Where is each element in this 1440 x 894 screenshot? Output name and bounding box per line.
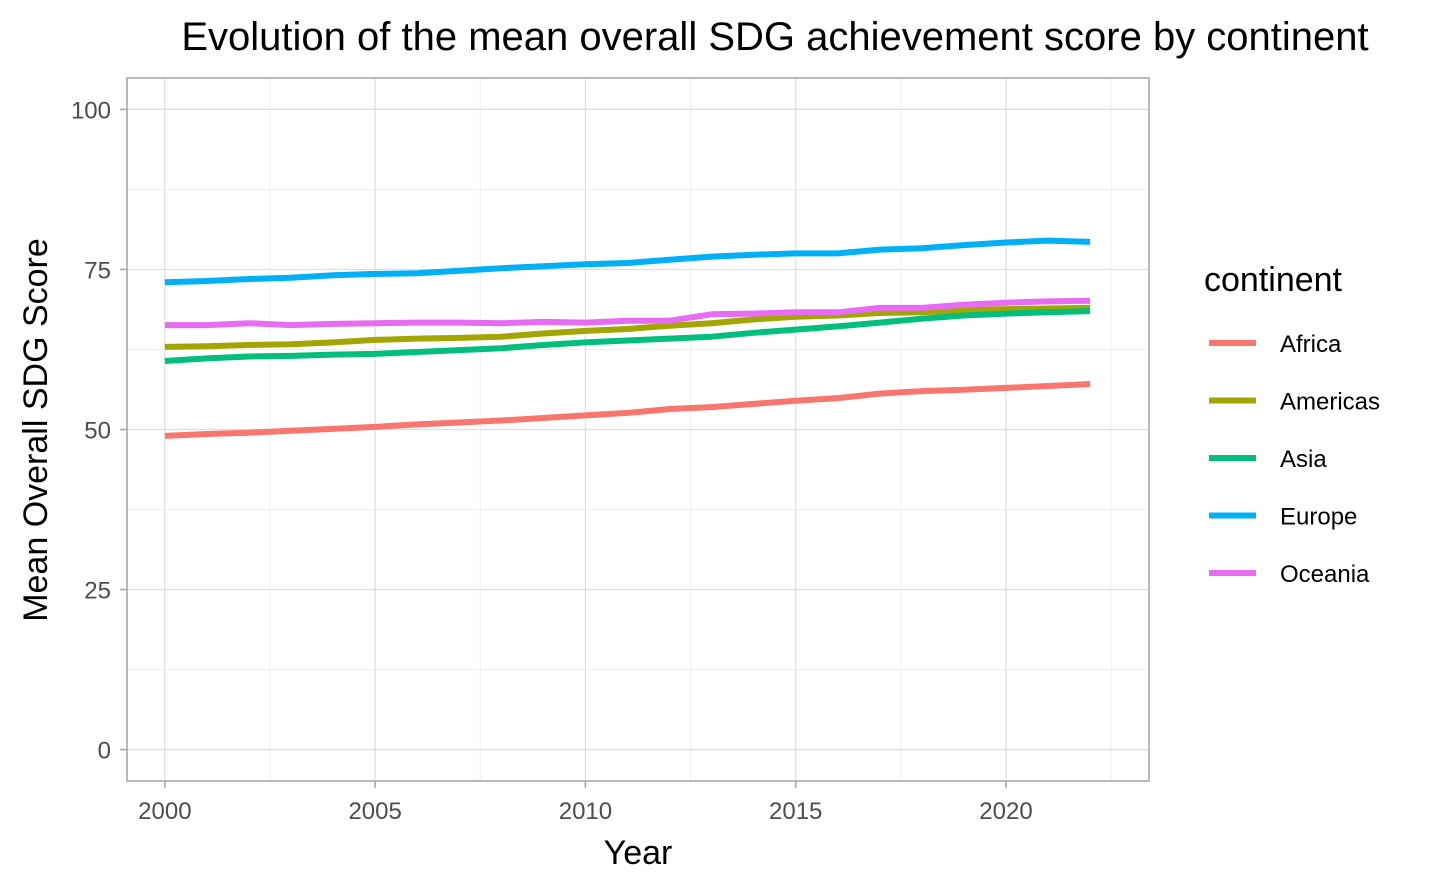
y-axis-title: Mean Overall SDG Score xyxy=(17,238,55,622)
x-tick-label: 2005 xyxy=(348,798,401,825)
series-line-oceania xyxy=(164,297,1091,329)
y-tick-label: 25 xyxy=(84,578,111,605)
legend-title: continent xyxy=(1204,261,1343,299)
legend-label-africa: Africa xyxy=(1280,331,1342,358)
legend-label-oceania: Oceania xyxy=(1280,561,1370,588)
series-line-americas xyxy=(164,304,1091,350)
y-tick-label: 50 xyxy=(84,418,111,445)
legend-label-europe: Europe xyxy=(1280,504,1357,531)
series-lines xyxy=(164,237,1091,439)
x-tick-label: 2010 xyxy=(559,798,612,825)
legend-label-americas: Americas xyxy=(1280,389,1380,416)
y-tick-label: 75 xyxy=(84,257,111,284)
series-line-africa xyxy=(164,381,1091,439)
x-axis-title: Year xyxy=(604,834,673,872)
chart-title: Evolution of the mean overall SDG achiev… xyxy=(181,15,1368,59)
legend: continent Africa Americas Asia Europe Oceani… xyxy=(1204,261,1380,588)
y-tick-label: 100 xyxy=(71,97,111,124)
legend-label-asia: Asia xyxy=(1280,446,1327,473)
grid-lines xyxy=(127,78,1149,781)
axes: 2000 2005 2010 2015 2020 0 25 50 75 100 xyxy=(71,97,1033,825)
x-tick-label: 2015 xyxy=(769,798,822,825)
series-line-asia xyxy=(164,308,1091,364)
series-line-europe xyxy=(164,237,1091,286)
x-tick-label: 2000 xyxy=(138,798,191,825)
y-tick-label: 0 xyxy=(98,738,111,765)
legend-items: Africa Americas Asia Europe Oceania xyxy=(1209,331,1380,588)
x-tick-label: 2020 xyxy=(979,798,1032,825)
